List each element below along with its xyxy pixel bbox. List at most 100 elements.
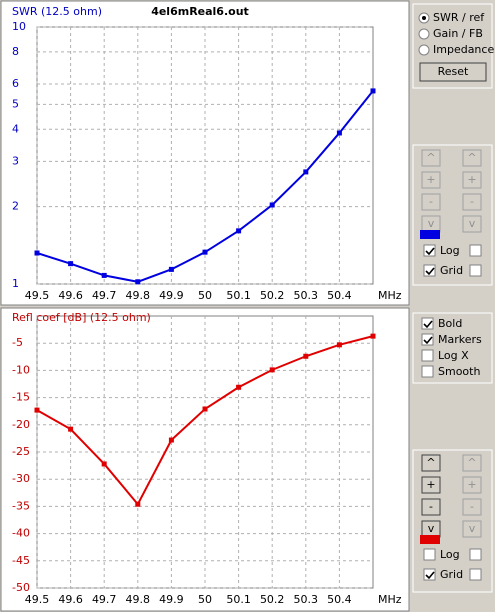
data-marker bbox=[168, 437, 174, 443]
x-tick-label: 49.5 bbox=[25, 289, 50, 302]
data-marker bbox=[34, 250, 40, 256]
group-box bbox=[412, 144, 493, 286]
group-box bbox=[412, 449, 493, 593]
y-tick-label: 2 bbox=[12, 200, 19, 213]
x-tick-label: 50 bbox=[198, 593, 212, 606]
data-marker bbox=[68, 426, 74, 432]
step-button-label: - bbox=[470, 195, 474, 208]
checkbox-label: Log bbox=[440, 244, 460, 257]
step-button[interactable] bbox=[421, 498, 441, 516]
radio-button[interactable] bbox=[418, 44, 430, 56]
checkbox[interactable] bbox=[469, 264, 482, 277]
y-tick-label: 3 bbox=[12, 154, 19, 167]
step-button-label: - bbox=[470, 500, 474, 513]
check-mark bbox=[425, 247, 435, 256]
radio-label: SWR / ref bbox=[433, 11, 485, 24]
data-marker bbox=[202, 249, 208, 255]
check-mark bbox=[423, 320, 433, 329]
data-marker bbox=[336, 130, 342, 136]
step-button-label: - bbox=[429, 195, 433, 208]
x-unit: MHz bbox=[378, 289, 402, 302]
data-marker bbox=[202, 406, 208, 412]
y-tick-label: 4 bbox=[12, 122, 19, 135]
checkbox[interactable] bbox=[421, 317, 434, 330]
checkbox[interactable] bbox=[469, 568, 482, 581]
step-button-label: v bbox=[469, 522, 476, 535]
checkbox[interactable] bbox=[469, 548, 482, 561]
step-button[interactable] bbox=[462, 498, 482, 516]
y-tick-label: 6 bbox=[12, 77, 19, 90]
checkbox[interactable] bbox=[421, 365, 434, 378]
checkbox[interactable] bbox=[423, 568, 436, 581]
checkbox-label: Grid bbox=[440, 568, 463, 581]
data-marker bbox=[269, 202, 275, 208]
y-tick-label: -45 bbox=[12, 554, 30, 567]
step-button[interactable] bbox=[421, 476, 441, 494]
step-button[interactable] bbox=[462, 215, 482, 233]
step-button[interactable] bbox=[462, 454, 482, 472]
y-tick-label: -5 bbox=[12, 336, 23, 349]
check-mark bbox=[425, 267, 435, 276]
y-tick-label: -10 bbox=[12, 363, 30, 376]
radio-button[interactable] bbox=[418, 28, 430, 40]
data-marker bbox=[336, 342, 342, 348]
checkbox[interactable] bbox=[421, 349, 434, 362]
checkbox-label: Bold bbox=[438, 317, 462, 330]
x-tick-label: 50.2 bbox=[260, 289, 285, 302]
step-button-label: v bbox=[428, 522, 435, 535]
step-button[interactable] bbox=[421, 171, 441, 189]
x-tick-label: 49.5 bbox=[25, 593, 50, 606]
y-tick-label: -50 bbox=[12, 581, 30, 594]
x-tick-label: 50.4 bbox=[327, 593, 352, 606]
data-marker bbox=[370, 88, 376, 94]
checkbox[interactable] bbox=[423, 264, 436, 277]
checkbox-label: Grid bbox=[440, 264, 463, 277]
series-color[interactable] bbox=[420, 230, 440, 239]
step-button[interactable] bbox=[421, 454, 441, 472]
data-marker bbox=[34, 407, 40, 413]
data-marker bbox=[135, 279, 141, 285]
x-tick-label: 49.7 bbox=[92, 289, 117, 302]
checkbox-label: Log bbox=[440, 548, 460, 561]
x-tick-label: 50.3 bbox=[294, 289, 319, 302]
step-button[interactable] bbox=[462, 171, 482, 189]
y-tick-label: 5 bbox=[12, 97, 19, 110]
x-tick-label: 50.2 bbox=[260, 593, 285, 606]
button[interactable] bbox=[419, 62, 487, 82]
step-button-label: + bbox=[467, 173, 476, 186]
step-button[interactable] bbox=[421, 149, 441, 167]
step-button-label: + bbox=[467, 478, 476, 491]
x-tick-label: 49.7 bbox=[92, 593, 117, 606]
step-button-label: ^ bbox=[426, 456, 435, 469]
x-tick-label: 50.3 bbox=[294, 593, 319, 606]
data-marker bbox=[101, 272, 107, 278]
step-button-label: ^ bbox=[467, 456, 476, 469]
y-tick-label: 10 bbox=[12, 20, 26, 33]
step-button[interactable] bbox=[462, 476, 482, 494]
x-tick-label: 49.9 bbox=[159, 593, 184, 606]
check-mark bbox=[425, 571, 435, 580]
y-tick-label: -30 bbox=[12, 472, 30, 485]
data-marker bbox=[370, 333, 376, 339]
step-button[interactable] bbox=[462, 193, 482, 211]
radio-dot bbox=[422, 16, 426, 20]
checkbox-label: Log X bbox=[438, 349, 469, 362]
step-button[interactable] bbox=[421, 193, 441, 211]
step-button[interactable] bbox=[462, 149, 482, 167]
data-marker bbox=[135, 501, 141, 507]
step-button[interactable] bbox=[462, 520, 482, 538]
checkbox[interactable] bbox=[423, 244, 436, 257]
chart-title: Refl coef [dB] (12.5 ohm) bbox=[12, 311, 151, 324]
y-tick-label: -20 bbox=[12, 418, 30, 431]
checkbox[interactable] bbox=[469, 244, 482, 257]
radio-label: Gain / FB bbox=[433, 27, 483, 40]
x-tick-label: 49.6 bbox=[58, 593, 83, 606]
checkbox[interactable] bbox=[421, 333, 434, 346]
series-color[interactable] bbox=[420, 535, 440, 544]
data-marker bbox=[303, 169, 309, 175]
step-button-label: ^ bbox=[467, 151, 476, 164]
y-tick-label: -25 bbox=[12, 445, 30, 458]
checkbox[interactable] bbox=[423, 548, 436, 561]
checkbox-label: Smooth bbox=[438, 365, 480, 378]
x-tick-label: 49.8 bbox=[126, 289, 151, 302]
